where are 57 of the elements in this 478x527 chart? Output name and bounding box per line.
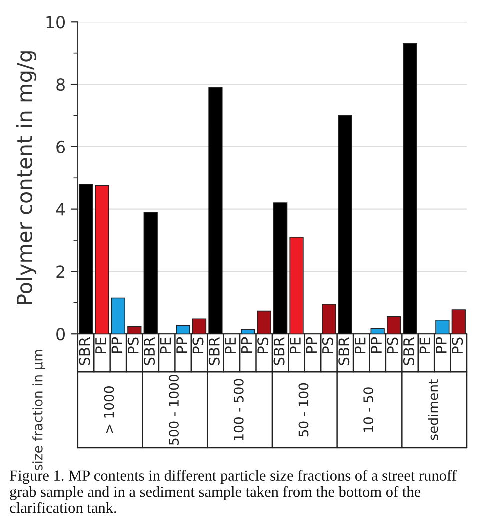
text: 100 - 500 (234, 379, 244, 440)
x-tick-label: PS (192, 338, 204, 354)
bar (176, 325, 190, 334)
x-tick-label: PS (452, 338, 464, 354)
caption: Figure 1. MP contents in different particle size fractions of a street runoff grab sample and in a sediment sample taken from the bottom of the clarification tank. (10, 470, 457, 514)
text: sediment (428, 380, 438, 440)
x-tick-label: PP (176, 337, 188, 354)
x-tick-label: SBR (338, 337, 350, 366)
x-tick-label: PS (322, 338, 334, 354)
x-tick-label: PP (371, 337, 382, 354)
y-tick-label: 10 (46, 16, 65, 29)
bar (257, 310, 272, 334)
y-axis-title: Polymer content in mg/g (16, 52, 37, 304)
x-tick-label: SBR (79, 337, 90, 366)
text: 500 - 1000 (169, 375, 180, 446)
bar (322, 304, 336, 334)
bar (95, 186, 110, 334)
y-tick-label: 0 (56, 328, 65, 341)
bar (241, 329, 256, 334)
x-tick-label: PP (112, 337, 122, 354)
bar (370, 328, 385, 334)
x-tick-label: PP (436, 337, 447, 354)
bar (144, 212, 158, 334)
text: size fraction in µm (32, 350, 46, 470)
x-tick-label: PP (242, 337, 252, 354)
x-tick-label: SBR (403, 337, 414, 366)
bar (452, 310, 466, 334)
bar (338, 115, 352, 334)
x-tick-label: PS (387, 338, 398, 354)
bar (111, 298, 126, 334)
y-tick-label: 4 (56, 204, 66, 216)
x-tick-label: PS (258, 338, 269, 354)
y-tick-label: 2 (56, 266, 64, 278)
x-tick-label: PE (420, 338, 430, 354)
x-tick-label: PS (128, 338, 139, 354)
x-tick-label: PE (96, 338, 106, 354)
bar (192, 318, 207, 334)
y-tick-label: 6 (56, 140, 66, 154)
text: 10 - 50 (364, 388, 374, 432)
x-tick-label: PE (160, 338, 172, 354)
x-tick-label: SBR (144, 337, 156, 366)
x-tick-label: SBR (274, 337, 285, 366)
bar (208, 87, 223, 334)
x-tick-label: PE (290, 338, 301, 354)
bar (386, 316, 402, 334)
x-tick-label: PP (306, 337, 318, 354)
text: > 1000 (104, 386, 114, 434)
text: 50 - 100 (298, 383, 309, 437)
y-tick-label: 8 (56, 78, 65, 92)
bar (290, 236, 304, 334)
bar (274, 202, 288, 334)
x-tick-label: PE (355, 338, 366, 354)
bar (403, 44, 418, 334)
bar (436, 320, 450, 334)
x-tick-label: PE (225, 338, 236, 354)
bar (128, 326, 142, 334)
x-tick-label: SBR (208, 337, 220, 366)
